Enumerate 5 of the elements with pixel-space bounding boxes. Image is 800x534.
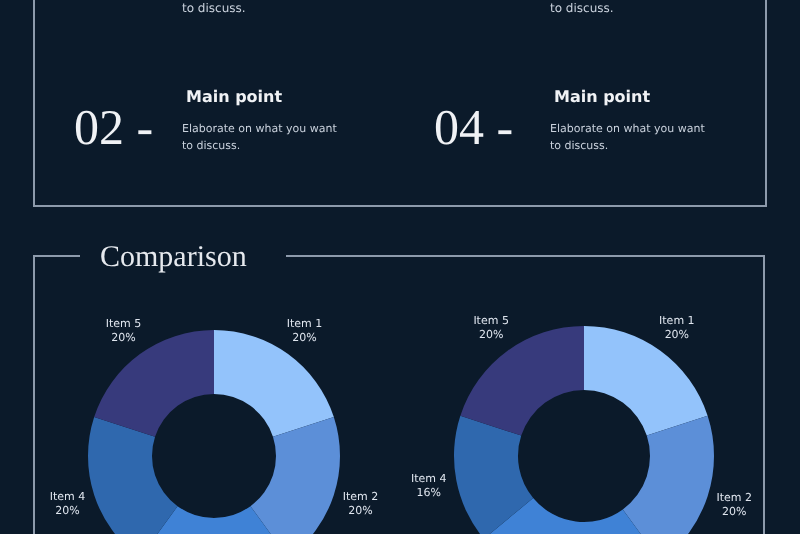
text: 02 - — [74, 102, 154, 156]
text: Main point — [186, 88, 283, 106]
chart-title: Comparison — [100, 242, 248, 274]
text: 04 - — [434, 102, 514, 156]
text: Main point — [554, 88, 651, 106]
